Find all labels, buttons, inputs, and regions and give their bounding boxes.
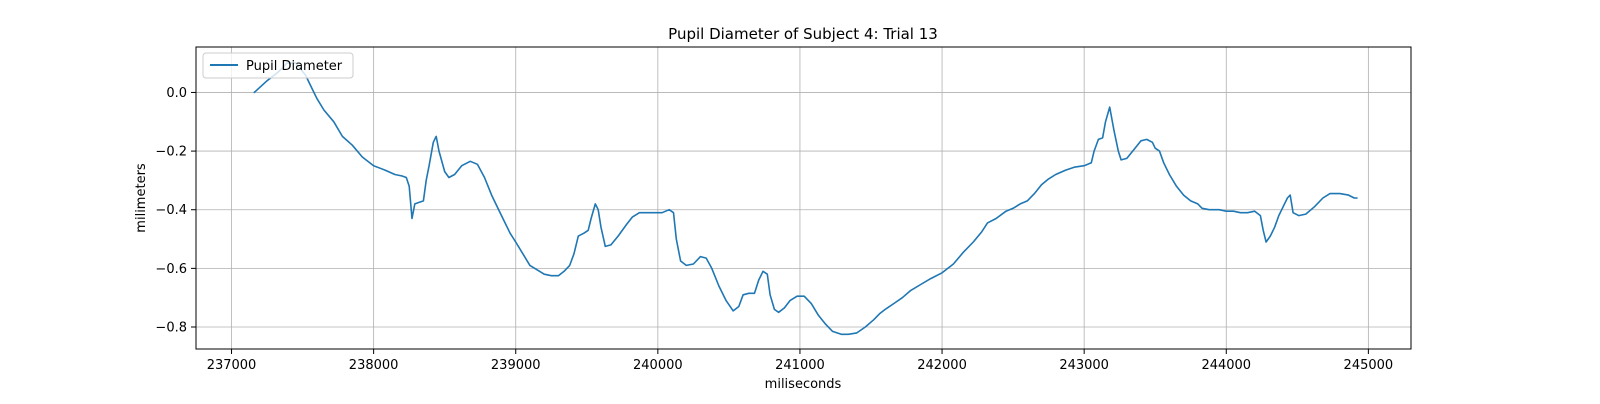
y-tick-label: −0.6 <box>155 262 187 277</box>
x-tick-label: 242000 <box>917 358 967 373</box>
x-tick-label: 243000 <box>1059 358 1109 373</box>
legend-label: Pupil Diameter <box>246 59 343 74</box>
x-tick-label: 241000 <box>775 358 825 373</box>
x-tick-label: 244000 <box>1201 358 1251 373</box>
series-line-pupil-diameter <box>253 62 1358 336</box>
y-axis: 0.0 −0.2 −0.4 −0.6 −0.8 <box>155 86 196 336</box>
grid <box>196 47 1411 349</box>
x-tick-label: 238000 <box>349 358 399 373</box>
series-layer <box>253 62 1358 336</box>
legend-box <box>202 52 354 79</box>
x-tick-label: 239000 <box>491 358 541 373</box>
y-tick-label: −0.2 <box>155 145 187 160</box>
x-axis: 237000 238000 239000 240000 241000 242000 2430… <box>207 349 1393 373</box>
x-tick-label: 240000 <box>633 358 683 373</box>
legend: Pupil Diameter <box>202 52 354 79</box>
y-tick-label: −0.4 <box>155 203 187 218</box>
x-tick-label: 245000 <box>1344 358 1394 373</box>
y-tick-label: 0.0 <box>166 86 187 101</box>
y-axis-label: milimeters <box>134 163 149 233</box>
x-tick-label: 237000 <box>207 358 257 373</box>
y-tick-label: −0.8 <box>155 321 187 336</box>
plot-frame <box>195 46 1412 350</box>
x-axis-label: miliseconds <box>765 377 842 392</box>
chart-title: Pupil Diameter of Subject 4: Trial 13 <box>668 25 938 43</box>
